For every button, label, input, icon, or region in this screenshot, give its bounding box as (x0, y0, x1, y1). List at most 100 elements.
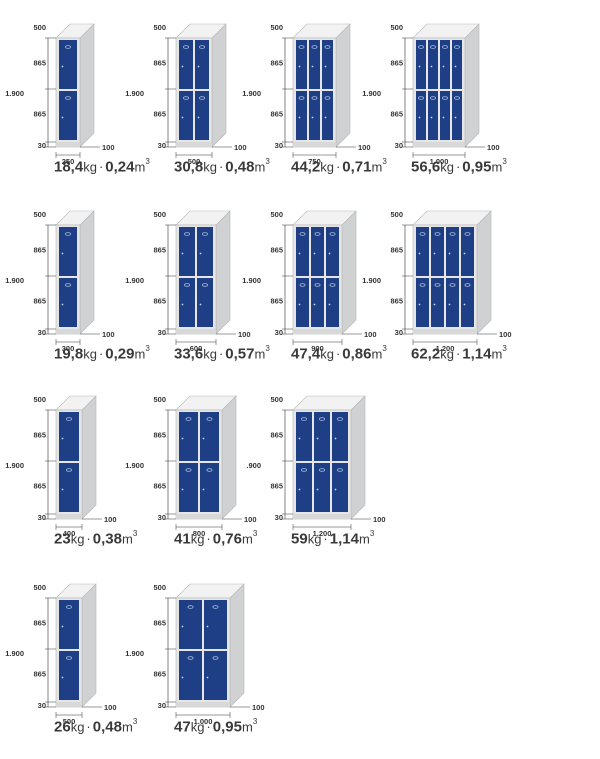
side-dimension: 100 (364, 330, 377, 339)
locker-drawing: 500 865 865 1.900 30 400 100 (5, 395, 117, 538)
separator: · (98, 159, 104, 175)
volume-exponent: 3 (265, 344, 270, 353)
separator: · (218, 346, 224, 362)
total-height-dimension: .900 (246, 461, 261, 470)
lock-icon (61, 116, 64, 119)
locker-door (204, 600, 227, 649)
locker-side (211, 23, 227, 148)
lower-height-dimension: 865 (33, 670, 46, 679)
volume-unit: m (241, 531, 253, 547)
weight-unit: kg (190, 719, 205, 735)
locker-door (179, 600, 202, 649)
lock-icon (206, 625, 209, 628)
lock-icon (298, 252, 301, 255)
lock-icon (298, 303, 301, 306)
depth-dimension: 500 (270, 210, 283, 219)
volume-unit: m (121, 719, 133, 735)
weight-value: 44,2 (291, 158, 321, 176)
vent-icon (419, 232, 426, 236)
vent-icon (299, 232, 306, 236)
upper-height-dimension: 865 (33, 619, 46, 628)
vent-icon (442, 45, 448, 49)
total-height-dimension: 1.900 (5, 89, 24, 98)
lower-height-dimension: 865 (270, 297, 283, 306)
locker-door (179, 412, 198, 461)
total-height-dimension: 1.900 (125, 276, 144, 285)
vent-icon (185, 468, 192, 472)
locker-door (326, 227, 339, 276)
volume-unit: m (134, 159, 146, 175)
locker-door (179, 651, 202, 700)
volume-unit: m (121, 531, 133, 547)
locker-door (296, 278, 309, 327)
lock-icon (298, 437, 301, 440)
weight-value: 56,6 (411, 158, 441, 176)
vent-icon (66, 656, 72, 660)
locker-door (332, 463, 348, 512)
side-dimension: 100 (238, 330, 251, 339)
locker-spec: 30,8kg · 0,48m3 (174, 157, 270, 176)
side-dimension: 100 (104, 515, 117, 524)
lock-icon (334, 437, 337, 440)
lock-icon (197, 116, 200, 119)
vent-icon (184, 283, 190, 287)
locker-plinth (413, 329, 477, 334)
separator: · (323, 531, 328, 547)
locker-door (195, 91, 209, 140)
upper-height-dimension: 865 (270, 246, 283, 255)
vent-icon (442, 96, 448, 100)
vent-icon (66, 417, 72, 421)
vent-icon (187, 656, 194, 660)
lock-icon (199, 252, 202, 255)
locker-door (322, 40, 333, 89)
total-height-dimension: 1.900 (362, 89, 381, 98)
volume-unit: m (491, 346, 503, 362)
lock-icon (181, 676, 184, 679)
vent-icon (329, 283, 336, 287)
depth-dimension: 500 (33, 395, 46, 404)
volume-unit: m (241, 719, 253, 735)
locker-plinth (293, 329, 342, 334)
vent-icon (337, 468, 343, 472)
locker-door (452, 91, 462, 140)
vent-icon (311, 45, 318, 49)
weight-unit: kg (203, 159, 217, 175)
lock-icon (311, 116, 314, 119)
depth-dimension: 500 (270, 23, 283, 32)
locker-door (59, 91, 77, 140)
upper-height-dimension: 865 (33, 246, 46, 255)
plinth-dimension: 30 (395, 141, 403, 150)
vent-icon (183, 45, 189, 49)
locker-spec: 26kg · 0,48m3 (54, 717, 137, 736)
locker-plinth (293, 142, 336, 147)
locker-spec: 62,2kg · 1,14m3 (411, 344, 507, 363)
locker-door (204, 651, 227, 700)
plinth-dimension: 30 (38, 701, 46, 710)
separator: · (86, 719, 91, 735)
lock-icon (463, 303, 466, 306)
locker-plinth (176, 702, 230, 707)
lock-icon (313, 252, 316, 255)
vent-icon (337, 417, 343, 421)
depth-dimension: 500 (33, 23, 46, 32)
locker-drawing: 500 865 865 1.900 30 500 100 (125, 23, 246, 166)
weight-unit: kg (190, 531, 205, 547)
volume-exponent: 3 (252, 529, 258, 538)
vent-icon (419, 283, 426, 287)
weight-unit: kg (320, 159, 334, 175)
separator: · (335, 159, 341, 175)
vent-icon (65, 232, 71, 236)
locker-door (446, 278, 459, 327)
volume-exponent: 3 (145, 157, 150, 166)
lock-icon (61, 437, 64, 440)
locker-drawing: 500 865 865 1.900 30 800 100 (125, 395, 256, 538)
lower-height-dimension: 865 (153, 110, 166, 119)
upper-height-dimension: 865 (153, 59, 166, 68)
locker-door (296, 412, 312, 461)
vent-icon (65, 45, 71, 49)
weight-unit: kg (440, 346, 454, 362)
lock-icon (442, 65, 445, 68)
total-height-dimension: 1.900 (5, 276, 24, 285)
weight-value: 59 (291, 530, 308, 548)
lower-height-dimension: 865 (33, 110, 46, 119)
